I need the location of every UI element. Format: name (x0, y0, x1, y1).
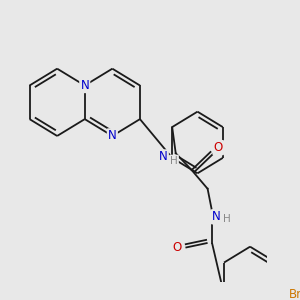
Text: H: H (223, 214, 231, 224)
Text: H: H (170, 156, 178, 166)
Text: N: N (80, 79, 89, 92)
Text: N: N (159, 151, 168, 164)
Text: N: N (212, 210, 221, 223)
Text: O: O (172, 241, 181, 254)
Text: O: O (214, 141, 223, 154)
Text: N: N (108, 129, 117, 142)
Text: Br: Br (289, 288, 300, 300)
